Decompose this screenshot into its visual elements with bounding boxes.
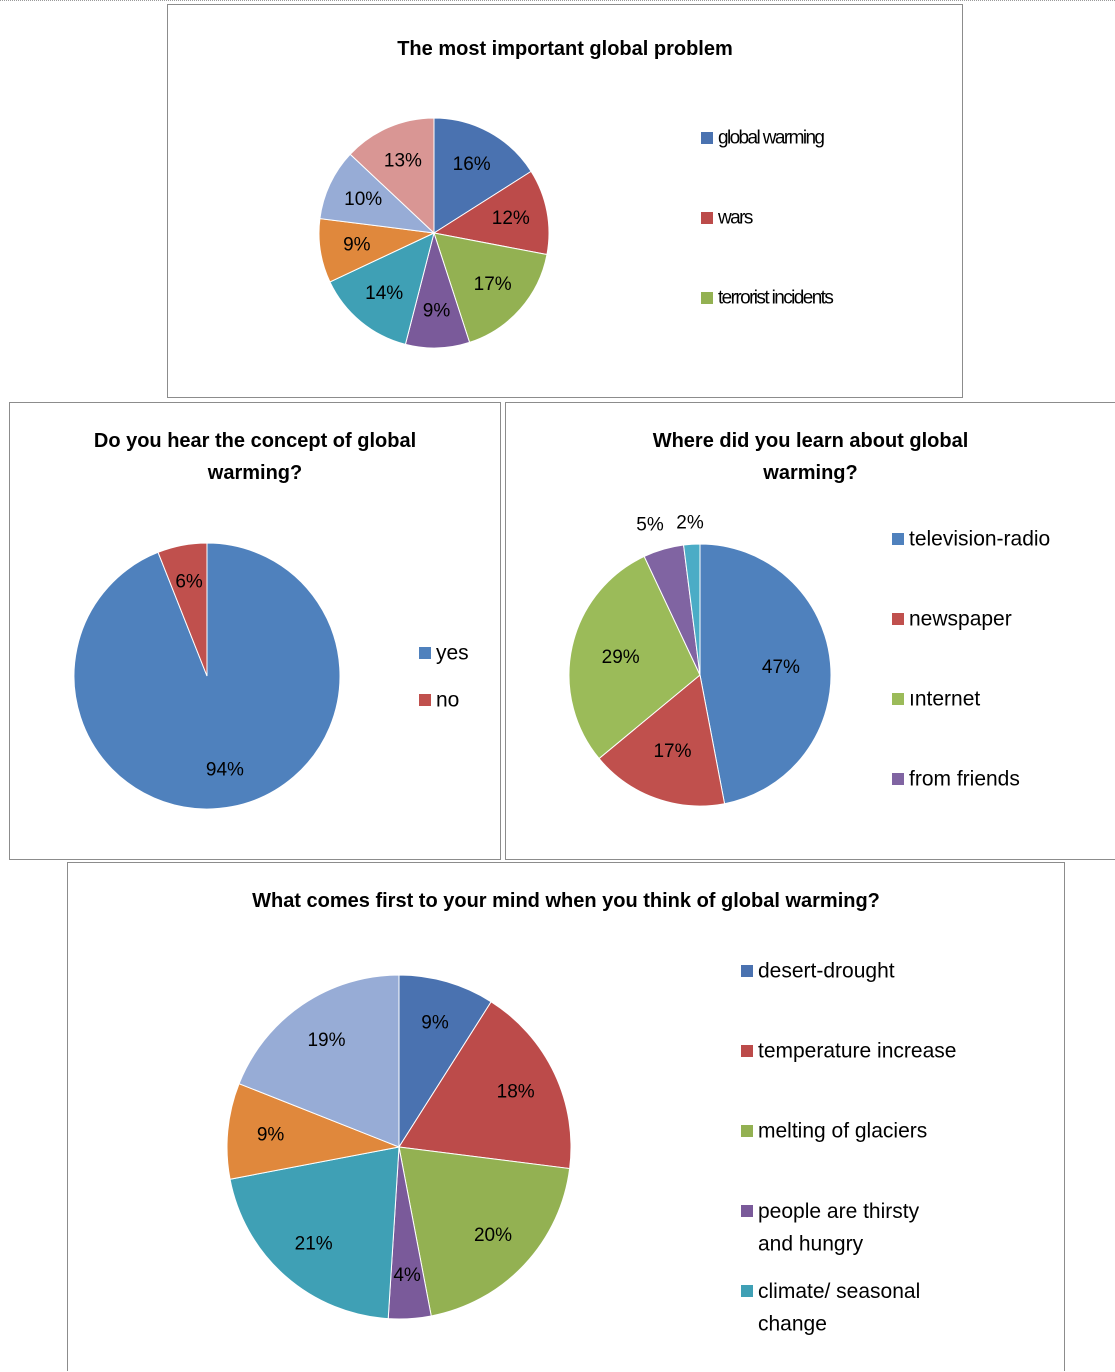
chart-learn-source: Where did you learn about global warming… [505, 402, 1115, 860]
data-label-series-6: 9% [257, 1124, 285, 1145]
legend-entry-television-radio: television-radio [909, 528, 1050, 551]
data-label-newspaper: 17% [653, 741, 691, 762]
pie-slice-series-7 [238, 974, 400, 1148]
data-label-series-7: 10% [344, 189, 382, 210]
pie-slice-desert-drought [398, 974, 492, 1149]
data-label-nternet: 29% [602, 647, 640, 668]
pie-slice-series-6 [226, 1083, 401, 1180]
pie-slice-melting-of-glaciers [398, 1146, 571, 1317]
pie-chart-svg: 9% 18% 20% 4% 21% 9% 19% desert-drought temperat… [226, 960, 956, 1336]
chart-title: Do you hear the concept of global warmin… [93, 430, 417, 484]
legend-swatch-no [419, 694, 431, 706]
pie-slice-temperature-increase [398, 1001, 572, 1170]
legend-swatch-nternet [892, 693, 904, 705]
legend-swatch-desert-drought [741, 965, 753, 977]
pie-chart-svg: 47% 17% 29% 5% 2% television-radio newspaper ın… [568, 513, 1050, 807]
pie-labels: 16% 12% 17% 9% 14% 9% 10%13% [343, 151, 530, 322]
legend-swatch-from-friends [892, 773, 904, 785]
pie-slices [318, 117, 550, 349]
legend-entry-temperature-increase: temperature increase [758, 1040, 956, 1063]
pie-slices [226, 974, 572, 1320]
data-label-from-friends: 5% [636, 515, 664, 536]
page-dotted-border [0, 0, 1115, 1]
legend-swatch-television-radio [892, 533, 904, 545]
legend-entry-newspaper: newspaper [909, 608, 1012, 631]
legend-swatch-temperature-increase [741, 1045, 753, 1057]
chart-legend: television-radio newspaper ınternet from fr… [892, 528, 1050, 791]
data-label-series-4: 9% [423, 301, 451, 322]
pie-slice-series-5 [683, 543, 701, 676]
pie-labels: 9% 18% 20% 4% 21% 9% 19% [257, 1013, 535, 1287]
pie-slice-series-5 [329, 232, 435, 345]
legend-swatch-yes [419, 647, 431, 659]
data-label-yes: 94% [206, 760, 244, 781]
chart-legend: global warming wars terrorist incidents [701, 128, 835, 309]
legend-entry-terrorist-incidents: terrorist incidents [718, 288, 833, 309]
pie-slice-terrorist-incidents [433, 232, 548, 344]
data-label-series-5: 2% [676, 513, 704, 534]
pie-slice-series-7 [319, 153, 436, 234]
data-label-temperature-increase: 18% [497, 1082, 535, 1103]
pie-slice-climate-seasonal-change [229, 1146, 400, 1320]
data-label-series-8: 13% [384, 151, 422, 172]
legend-entry-from-friends: from friends [909, 768, 1020, 791]
chart-title: The most important global problem [397, 38, 733, 60]
pie-labels: 47% 17% 29% 5% 2% [602, 513, 800, 762]
pie-chart-svg: 94% 6% yes no [73, 542, 469, 810]
legend-swatch-wars [701, 212, 713, 224]
pie-slice-television-radio [699, 543, 832, 805]
legend-swatch-people-are-thirsty-and-hungry [741, 1205, 753, 1217]
legend-swatch-global-warming [701, 132, 713, 144]
pie-chart-svg: 16% 12% 17% 9% 14% 9% 10%13% global warming wars… [318, 117, 835, 349]
data-label-desert-drought: 9% [421, 1013, 449, 1034]
data-label-no: 6% [175, 571, 203, 592]
pie-slice-series-8 [349, 117, 435, 235]
legend-entry-yes: yes [436, 642, 469, 665]
legend-entry-wars: wars [717, 208, 753, 229]
legend-entry-no: no [436, 689, 459, 712]
legend-swatch-terrorist-incidents [701, 292, 713, 304]
pie-slice-nternet [568, 555, 701, 760]
legend-entry-nternet: ınternet [909, 688, 980, 711]
pie-slice-global-warming [433, 117, 532, 234]
data-label-climate-seasonal-change: 21% [295, 1233, 333, 1254]
data-label-television-radio: 47% [762, 657, 800, 678]
data-label-melting-of-glaciers: 20% [474, 1225, 512, 1246]
data-label-wars: 12% [492, 208, 530, 229]
chart-most-important-problem: The most important global problem 16% 12%… [167, 4, 963, 398]
pie-slices [568, 543, 832, 807]
data-label-terrorist-incidents: 17% [474, 274, 512, 295]
legend-entry-climate-seasonal-change: climate/ seasonal change [758, 1280, 920, 1336]
legend-entry-people-are-thirsty-and-hungry: people are thirsty and hungry [758, 1200, 920, 1256]
chart-first-to-mind: What comes first to your mind when you t… [67, 862, 1065, 1371]
data-label-series-5: 14% [365, 283, 403, 304]
pie-slices [73, 542, 341, 810]
chart-hear-concept: Do you hear the concept of global warmin… [9, 402, 501, 860]
chart-title: Where did you learn about global warming… [652, 430, 969, 484]
pie-slice-wars [432, 170, 550, 256]
legend-swatch-newspaper [892, 613, 904, 625]
data-label-global-warming: 16% [453, 154, 491, 175]
legend-entry-desert-drought: desert-drought [758, 960, 895, 983]
pie-slice-newspaper [598, 674, 726, 807]
legend-swatch-climate-seasonal-change [741, 1285, 753, 1297]
data-label-people-are-thirsty-and-hungry: 4% [393, 1265, 421, 1286]
chart-title: What comes first to your mind when you t… [252, 890, 880, 912]
legend-entry-global-warming: global warming [718, 128, 824, 149]
pie-slice-no [157, 542, 208, 677]
legend-swatch-melting-of-glaciers [741, 1125, 753, 1137]
legend-entry-melting-of-glaciers: melting of glaciers [758, 1120, 927, 1143]
chart-legend: yes no [419, 642, 469, 712]
chart-legend: desert-drought temperature increase meltin… [741, 960, 956, 1336]
pie-labels: 94% 6% [175, 571, 244, 780]
data-label-series-7: 19% [307, 1030, 345, 1051]
data-label-series-6: 9% [343, 235, 371, 256]
